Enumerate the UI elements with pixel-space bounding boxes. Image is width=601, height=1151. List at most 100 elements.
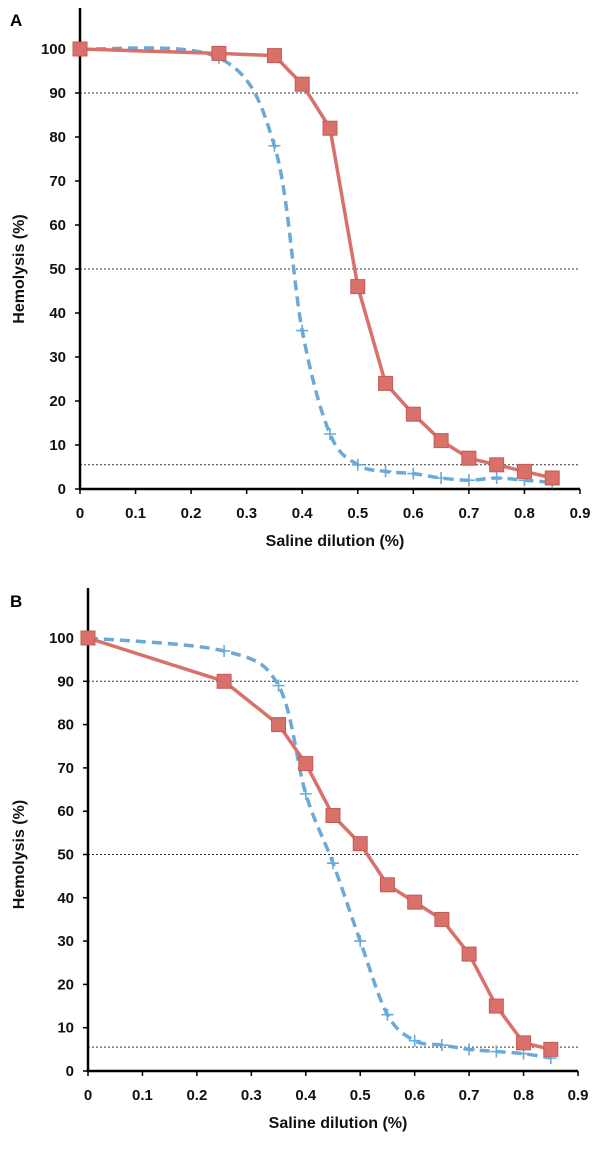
series-line	[87, 636, 552, 1052]
series-solid	[80, 630, 559, 1057]
data-point	[433, 433, 449, 449]
panel-label: A	[10, 11, 22, 30]
chart-panel-b: B 0 10 20 30 40 50 60 70 80 90 100 0 0.1 0.2 0.3 0.4 0.5 0…	[0, 576, 601, 1151]
data-point	[325, 808, 341, 824]
y-tick-label: 0	[58, 481, 66, 498]
data-point	[489, 457, 505, 473]
y-tick-label: 20	[57, 976, 74, 993]
data-point	[327, 857, 339, 870]
data-point	[216, 673, 232, 689]
data-point	[435, 1039, 448, 1052]
y-tick-label: 10	[57, 1020, 74, 1037]
x-tick-label: 0.9	[570, 505, 591, 522]
x-tick-label: 0.9	[568, 1087, 589, 1104]
series-line	[79, 46, 553, 485]
x-tick-label: 0.7	[459, 1087, 480, 1104]
chart-panel-a: A 0 10 20 30 40 50 60 70 80 90 100 0 0.1 0.2 0.3 0.4 0.5 0…	[0, 0, 601, 575]
data-point	[298, 756, 314, 772]
y-tick-label: 80	[57, 717, 74, 734]
data-point	[218, 644, 231, 657]
data-point	[516, 463, 532, 479]
data-point	[266, 48, 282, 64]
x-tick-label: 0.7	[458, 505, 479, 522]
y-tick-label: 100	[49, 630, 74, 647]
data-point	[461, 946, 477, 962]
y-tick-label: 80	[49, 129, 66, 146]
data-point	[322, 120, 338, 136]
data-point	[405, 406, 421, 422]
x-tick-label: 0.1	[132, 1087, 153, 1104]
data-point	[379, 877, 395, 893]
x-tick-label: 0.5	[350, 1087, 371, 1104]
y-tick-label: 10	[49, 437, 66, 454]
x-tick-label: 0.3	[241, 1087, 262, 1104]
data-point	[72, 41, 88, 57]
data-point	[379, 465, 392, 478]
data-point	[434, 911, 450, 927]
x-tick-label: 0.4	[295, 1087, 317, 1104]
y-tick-label: 70	[57, 760, 74, 777]
data-point	[354, 935, 367, 948]
y-tick-label: 100	[41, 41, 66, 58]
data-point	[407, 467, 420, 480]
data-point	[352, 836, 368, 852]
series-dashed	[74, 43, 559, 489]
y-tick-label: 30	[57, 933, 74, 950]
x-tick-label: 0	[84, 1087, 92, 1104]
x-tick-label: 0	[76, 505, 84, 522]
data-point	[490, 1045, 503, 1058]
x-tick-label: 0.3	[236, 505, 257, 522]
y-tick-label: 60	[57, 803, 74, 820]
x-tick-label: 0.2	[181, 505, 202, 522]
data-point	[299, 787, 312, 800]
data-point	[268, 139, 281, 152]
data-point	[488, 998, 504, 1014]
x-axis-title: Saline dilution (%)	[269, 1115, 408, 1132]
y-tick-label: 50	[57, 847, 74, 864]
data-point	[294, 76, 310, 92]
data-point	[516, 1035, 532, 1051]
data-point	[461, 450, 477, 466]
x-tick-label: 0.4	[292, 505, 314, 522]
y-tick-label: 90	[49, 85, 66, 102]
y-tick-label: 30	[49, 349, 66, 366]
data-point	[211, 45, 227, 61]
x-tick-label: 0.8	[513, 1087, 534, 1104]
x-tick-label: 0.6	[403, 505, 424, 522]
data-point	[272, 679, 285, 692]
series-line	[79, 47, 553, 480]
data-point	[462, 474, 475, 487]
x-axis-title: Saline dilution (%)	[266, 533, 405, 550]
data-point	[351, 458, 364, 471]
x-tick-label: 0.8	[514, 505, 535, 522]
data-point	[544, 470, 560, 486]
data-point	[296, 324, 309, 337]
data-point	[408, 1034, 421, 1047]
data-point	[490, 472, 503, 484]
series-line	[87, 636, 552, 1060]
data-point	[378, 375, 394, 391]
y-tick-label: 50	[49, 261, 66, 278]
y-tick-label: 90	[57, 673, 74, 690]
y-axis-title: Hemolysis (%)	[11, 214, 28, 323]
data-point	[381, 1008, 394, 1021]
y-tick-label: 40	[49, 305, 66, 322]
data-point	[350, 279, 366, 295]
x-tick-label: 0.6	[404, 1087, 425, 1104]
y-tick-label: 60	[49, 217, 66, 234]
y-tick-label: 40	[57, 890, 74, 907]
data-point	[463, 1043, 476, 1056]
x-tick-label: 0.2	[186, 1087, 207, 1104]
hemolysis-chart-a: A 0 10 20 30 40 50 60 70 80 90 100 0 0.1 0.2 0.3 0.4 0.5 0…	[10, 8, 591, 550]
y-tick-label: 70	[49, 173, 66, 190]
panel-label: B	[10, 592, 22, 611]
y-tick-label: 20	[49, 393, 66, 410]
x-tick-label: 0.1	[125, 505, 146, 522]
data-point	[407, 894, 423, 910]
y-tick-label: 0	[66, 1063, 74, 1080]
data-point	[435, 472, 448, 484]
series-dashed	[82, 632, 557, 1065]
data-point	[543, 1041, 559, 1057]
data-point	[80, 630, 96, 646]
series-solid	[72, 41, 560, 486]
